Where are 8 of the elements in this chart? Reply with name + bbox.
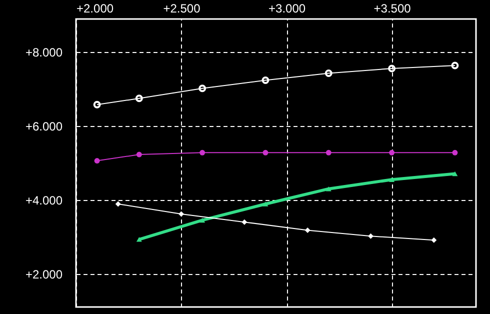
y-tick-label: +6.000 [25, 120, 63, 134]
y-tick-label: +8.000 [25, 46, 63, 60]
x-tick-label: +3.500 [374, 2, 412, 16]
x-tick-label: +3.000 [268, 2, 306, 16]
x-tick-label: +2.000 [76, 2, 114, 16]
y-tick-label: +4.000 [25, 193, 63, 208]
y-tick-label: +2.000 [25, 267, 63, 282]
x-tick-label: +2.500 [163, 2, 201, 16]
